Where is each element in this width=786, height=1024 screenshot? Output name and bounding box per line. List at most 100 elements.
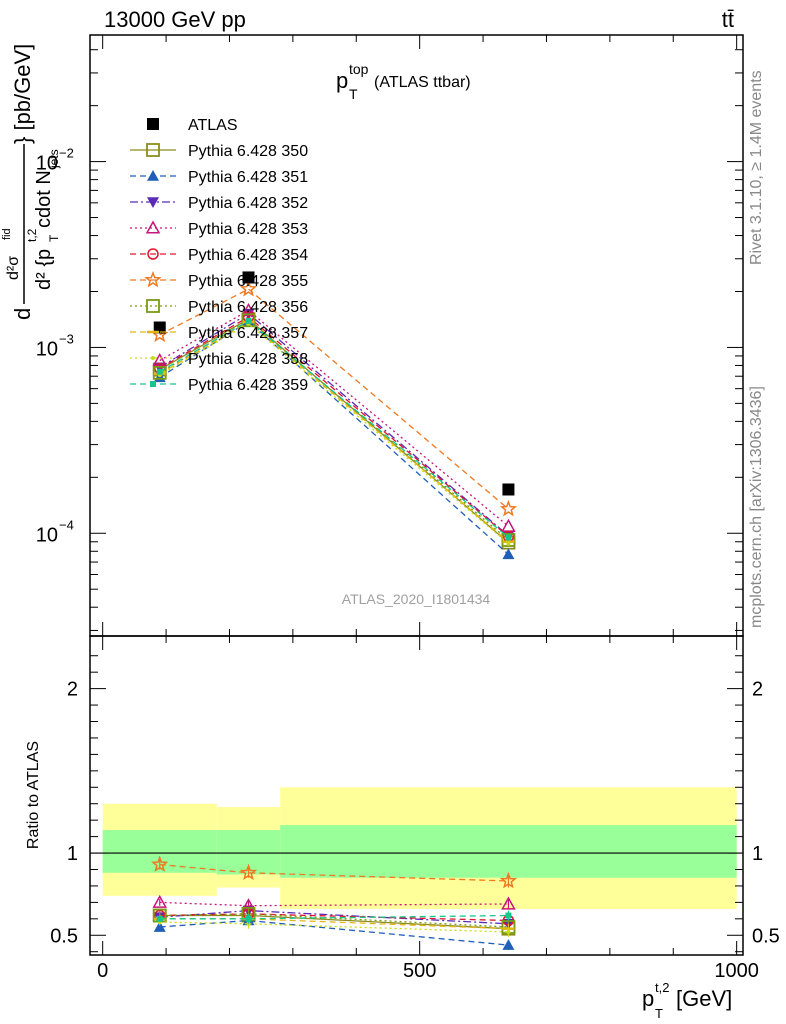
series-line-2: [159, 312, 509, 537]
series-point-8: [506, 541, 511, 546]
process-label: tt̄: [722, 7, 734, 32]
series-point-9: [505, 534, 512, 541]
series-point-9: [245, 317, 252, 324]
legend-marker: [151, 356, 155, 360]
main-panel: [151, 271, 518, 560]
legend-label: Pythia 6.428 354: [188, 247, 308, 264]
ratio-tick-label: 2: [67, 679, 78, 701]
legend-marker: [147, 118, 159, 130]
ratio-point-9: [245, 915, 252, 922]
series-line-3: [159, 309, 509, 527]
legend-label: ATLAS: [188, 117, 238, 134]
legend-marker: [146, 299, 160, 313]
legend-label: Pythia 6.428 350: [188, 143, 308, 160]
legend-marker: [147, 248, 159, 260]
plot-title-main: p: [336, 68, 348, 93]
series-line-4: [159, 316, 509, 538]
legend-marker: [144, 270, 162, 288]
ratio-point-3: [152, 894, 168, 908]
y-label-close: } [pb/GeV]: [10, 44, 35, 144]
plot-title-rest: (ATLAS ttbar): [374, 74, 471, 91]
ratio-point-5: [151, 855, 169, 872]
collision-label: 13000 GeV pp: [104, 7, 246, 32]
legend-marker: [145, 220, 161, 234]
ratio-point-8: [506, 929, 511, 934]
series-point-6: [501, 533, 516, 547]
y-label-jets: jets: [47, 149, 61, 169]
y-label-den: d² {p: [33, 249, 55, 290]
x-axis-label: p t,2 T [GeV]: [642, 980, 732, 1021]
series-point-5: [499, 499, 518, 517]
ratio-point-9: [505, 912, 512, 919]
band-green: [280, 825, 737, 878]
mcplots-label: mcplots.cern.ch [arXiv:1306.3436]: [748, 386, 765, 628]
series-point-6: [241, 313, 256, 328]
ratio-tick-label-right: 1: [752, 843, 763, 865]
series-point-1: [502, 548, 515, 560]
y-tick-label-exp: −3: [59, 331, 74, 346]
series-point-3: [152, 353, 168, 367]
ratio-point-9: [156, 915, 163, 922]
y-tick-label: 10: [36, 524, 58, 546]
series-point-3: [501, 518, 516, 532]
plot-title: p top T (ATLAS ttbar): [336, 61, 471, 102]
series-point-5: [239, 280, 258, 297]
rivet-version-label: Rivet 3.1.10, ≥ 1.4M events: [748, 70, 765, 265]
ratio-frame: [89, 635, 744, 956]
analysis-tag: ATLAS_2020_I1801434: [342, 591, 491, 607]
x-label-sup: t,2: [655, 980, 669, 995]
legend-label: Pythia 6.428 359: [188, 377, 308, 394]
x-tick-label: 1000: [714, 960, 759, 982]
y-label-d: d: [10, 308, 35, 320]
ratio-tick-label: 1: [67, 843, 78, 865]
series-line-6: [159, 319, 509, 541]
y-tick-label: 10: [36, 338, 58, 360]
legend-label: Pythia 6.428 353: [188, 221, 308, 238]
ratio-point-1: [153, 921, 166, 932]
legend-marker: [147, 197, 159, 208]
plot-title-sub: T: [349, 86, 358, 102]
x-tick-label: 500: [403, 960, 436, 982]
legend-marker: [147, 170, 159, 181]
ratio-point-5: [239, 863, 258, 881]
y-label-den-sup: t,2: [25, 228, 39, 242]
x-tick-label: 0: [97, 960, 108, 982]
ratio-point-3: [501, 896, 516, 910]
legend-label: Pythia 6.428 355: [188, 273, 308, 290]
data-point-atlas: [153, 321, 166, 334]
legend-label: Pythia 6.428 351: [188, 169, 308, 186]
x-label-sub: T: [655, 1006, 663, 1021]
x-label-main: p: [642, 986, 654, 1011]
legend-marker: [150, 381, 156, 387]
y-axis-label-ratio: Ratio to ATLAS: [25, 741, 42, 849]
legend-label: Pythia 6.428 357: [188, 325, 308, 342]
plot-title-sup: top: [349, 61, 369, 77]
y-tick-label-exp: −4: [59, 517, 74, 532]
legend: ATLAS Pythia 6.428 350 Pythia 6.428 351 Pyt…: [130, 117, 308, 394]
ratio-point-5: [499, 871, 518, 889]
ratio-tick-label-right: 2: [752, 679, 763, 701]
y-axis-label-top: d d²σ fid d² {p t,2 T cdot N jets } [pb/…: [1, 44, 61, 320]
series-line-5: [159, 288, 509, 510]
series-point-9: [156, 368, 163, 375]
ratio-line-2: [159, 909, 509, 925]
y-label-den-rest: cdot N: [33, 170, 55, 228]
ratio-line-1: [159, 919, 509, 946]
data-point-atlas: [502, 483, 515, 496]
ratio-tick-label-right: 0.5: [752, 925, 780, 947]
y-tick-label: 10: [36, 153, 58, 175]
legend-label: Pythia 6.428 352: [188, 195, 308, 212]
ratio-line-7: [159, 918, 509, 930]
ratio-point-1: [502, 939, 515, 950]
legend-label: Pythia 6.428 358: [188, 351, 308, 368]
y-tick-label-exp: −2: [59, 146, 74, 161]
ratio-line-5: [159, 863, 509, 882]
ratio-panel: [90, 787, 743, 951]
x-label-unit: [GeV]: [676, 986, 732, 1011]
legend-label: Pythia 6.428 356: [188, 299, 308, 316]
ratio-tick-label: 0.5: [50, 925, 78, 947]
y-label-num: d²σ: [5, 256, 22, 280]
ratio-line-9: [159, 914, 509, 920]
